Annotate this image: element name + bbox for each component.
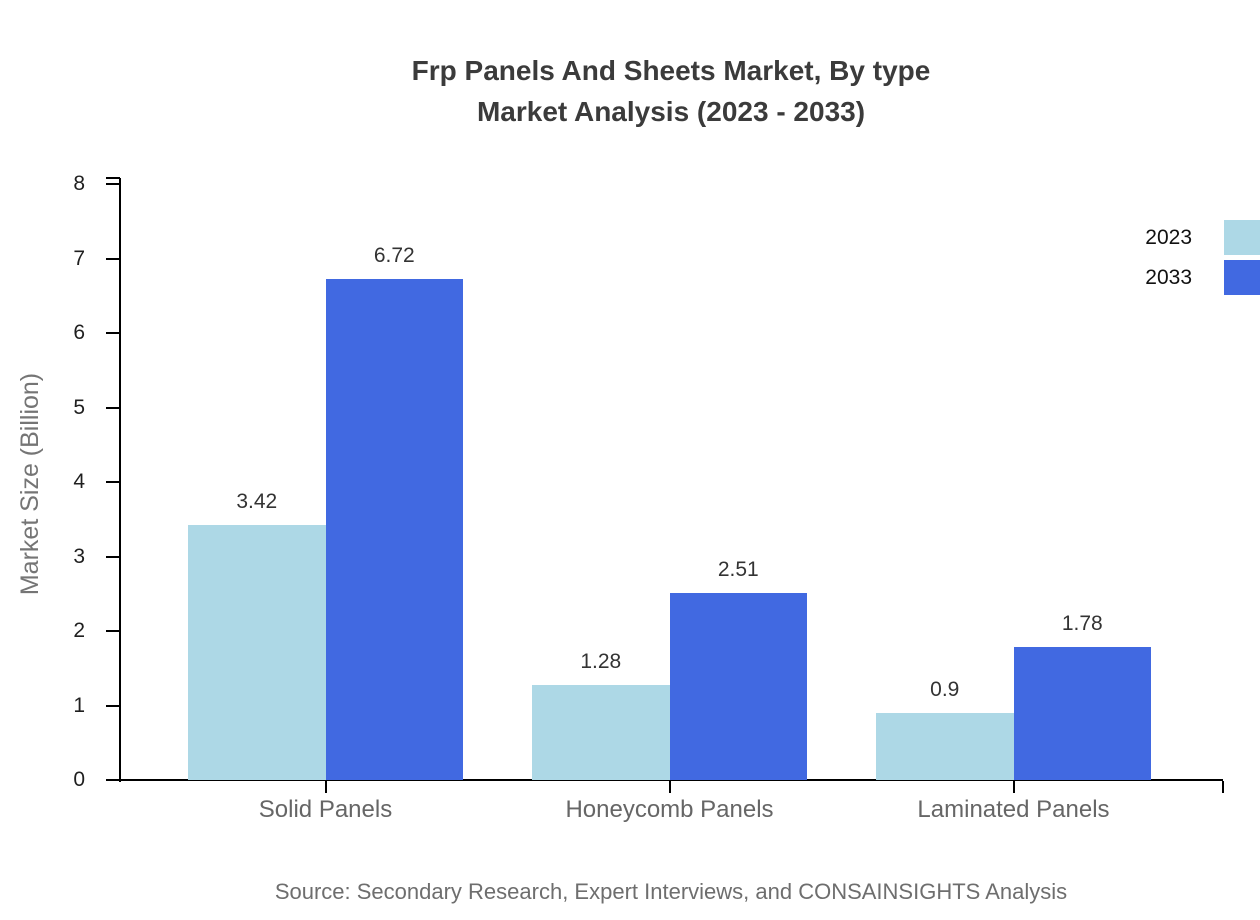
y-tick-mark xyxy=(106,406,119,409)
chart-title: Frp Panels And Sheets Market, By type Ma… xyxy=(120,50,1222,132)
x-tick-mark xyxy=(1012,781,1015,793)
y-tick-label: 3 xyxy=(73,544,85,568)
x-tick-mark xyxy=(324,781,327,793)
y-tick-mark xyxy=(106,332,119,334)
y-axis-line xyxy=(119,178,121,782)
y-tick-label: 6 xyxy=(73,321,85,344)
y-tick-label: 7 xyxy=(73,246,85,270)
bar-2023-honeycomb-panels xyxy=(532,684,670,780)
bar-2023-laminated-panels xyxy=(876,712,1014,780)
legend-label-2023: 2023 xyxy=(1145,225,1192,249)
legend-item-2023: 2023 xyxy=(1145,220,1260,255)
bar-2023-solid-panels xyxy=(188,525,326,780)
x-tick-mark xyxy=(668,781,671,793)
y-tick-mark xyxy=(106,779,119,781)
chart-title-line2: Market Analysis (2023 - 2033) xyxy=(476,96,866,127)
source-caption: Source: Secondary Research, Expert Inter… xyxy=(274,879,1068,904)
bar-value-label: 6.72 xyxy=(373,244,415,268)
bar-2033-honeycomb-panels xyxy=(669,593,807,780)
bar-2033-solid-panels xyxy=(325,279,463,780)
y-tick-mark xyxy=(106,481,119,483)
category-label: Solid Panels xyxy=(258,796,393,823)
y-tick-mark xyxy=(106,183,119,185)
bar-value-label: 1.78 xyxy=(1061,612,1103,636)
category-label: Laminated Panels xyxy=(917,796,1110,823)
y-tick-mark xyxy=(106,555,119,558)
y-tick-label: 5 xyxy=(73,395,85,419)
y-tick-mark xyxy=(106,257,119,260)
y-tick-mark xyxy=(106,630,119,632)
bar-value-label: 1.28 xyxy=(580,649,622,673)
bar-value-label: 2.51 xyxy=(717,558,759,581)
legend-item-2033: 2033 xyxy=(1145,260,1260,295)
x-axis-line xyxy=(119,779,1223,781)
y-axis-endcap xyxy=(106,177,120,179)
y-tick-label: 4 xyxy=(73,470,85,493)
y-tick-label: 8 xyxy=(73,172,85,195)
y-tick-label: 0 xyxy=(73,768,85,791)
x-axis-end-tick xyxy=(1222,781,1224,793)
bar-2033-laminated-panels xyxy=(1013,647,1151,780)
y-tick-mark xyxy=(106,704,119,707)
category-label: Honeycomb Panels xyxy=(565,796,774,823)
legend-swatch-2033-icon xyxy=(1224,260,1260,295)
y-tick-label: 2 xyxy=(73,619,85,642)
legend-label-2033: 2033 xyxy=(1145,265,1192,289)
bar-value-label: 0.9 xyxy=(930,677,960,701)
legend-swatch-2023-icon xyxy=(1224,220,1260,255)
chart-title-line1: Frp Panels And Sheets Market, By type xyxy=(411,55,931,86)
bar-value-label: 3.42 xyxy=(236,490,278,514)
y-tick-label: 1 xyxy=(73,693,85,717)
